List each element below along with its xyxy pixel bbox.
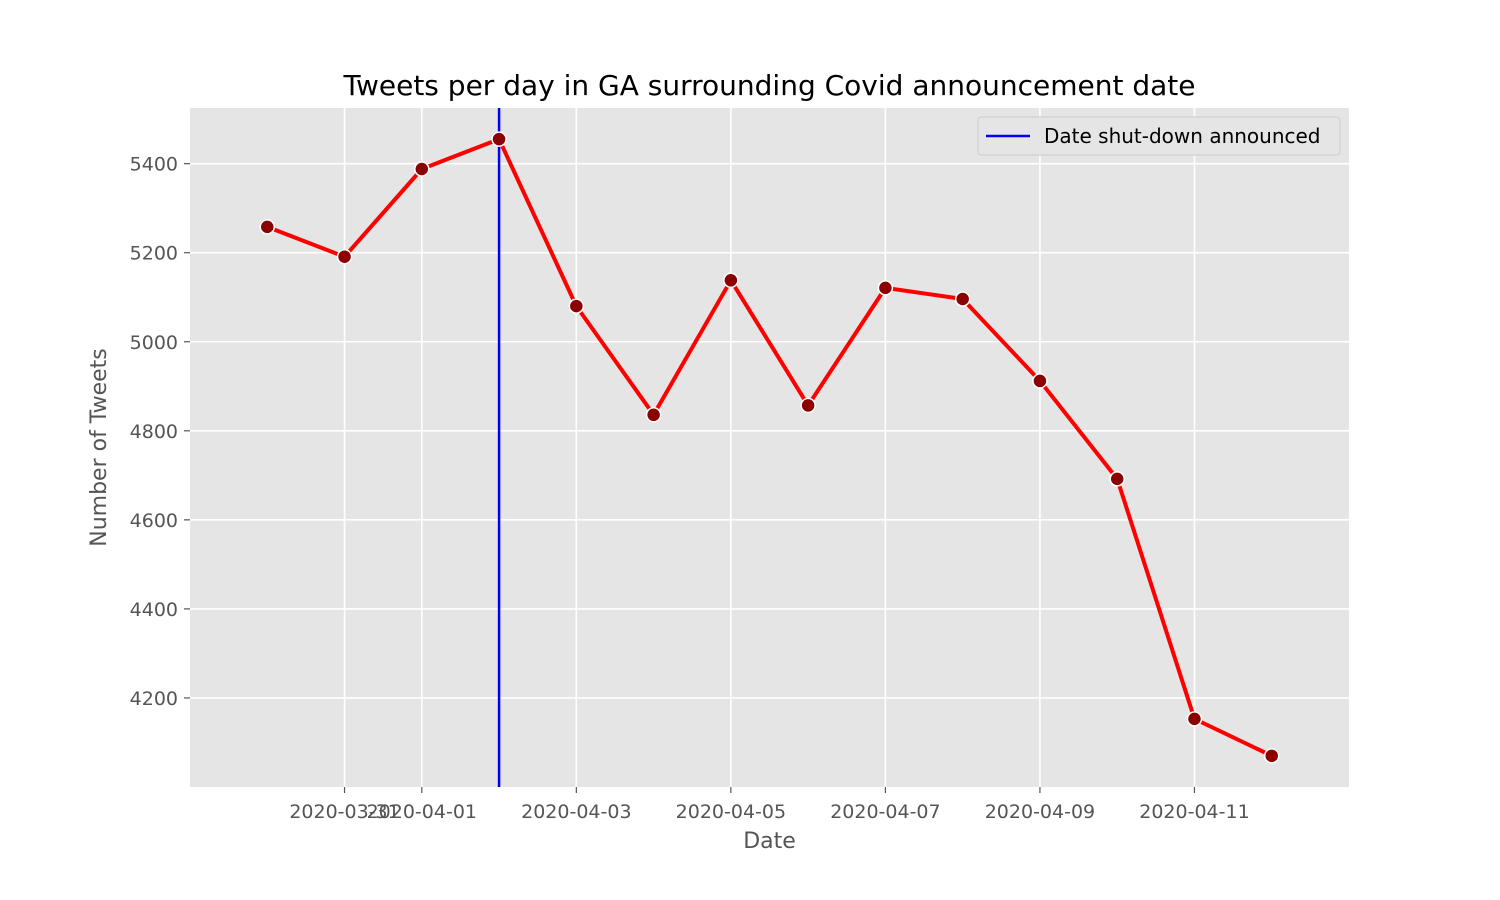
data-point bbox=[259, 219, 276, 235]
x-tick-label: 2020-04-05 bbox=[676, 801, 786, 823]
data-point bbox=[414, 161, 430, 177]
y-tick-label: 4600 bbox=[130, 510, 178, 532]
data-point bbox=[1032, 373, 1048, 389]
x-tick-label: 2020-04-09 bbox=[985, 801, 1095, 823]
legend-box bbox=[977, 116, 1341, 156]
legend: Date shut-down announced bbox=[977, 116, 1341, 156]
data-point bbox=[1263, 748, 1280, 764]
y-tick-label: 5000 bbox=[130, 332, 178, 354]
series-line bbox=[265, 137, 1274, 758]
data-point bbox=[491, 131, 507, 147]
y-tick-label: 5400 bbox=[130, 154, 178, 176]
x-axis-label: Date bbox=[743, 829, 796, 854]
data-point bbox=[645, 407, 662, 423]
data-point bbox=[1186, 711, 1203, 727]
y-axis-label: Number of Tweets bbox=[87, 348, 112, 547]
data-point bbox=[954, 291, 971, 307]
data-point bbox=[877, 280, 894, 296]
data-point bbox=[800, 397, 816, 414]
y-tick-label: 4200 bbox=[130, 688, 178, 710]
series-group bbox=[259, 131, 1280, 764]
data-point bbox=[336, 248, 353, 265]
legend-entry: Date shut-down announced bbox=[1044, 124, 1321, 148]
x-tick-label: 2020-04-01 bbox=[367, 801, 477, 823]
y-tick-label: 5200 bbox=[130, 243, 178, 265]
data-point bbox=[723, 272, 739, 289]
y-tick-label: 4800 bbox=[130, 421, 178, 443]
x-tick-label: 2020-04-07 bbox=[830, 801, 940, 823]
x-tick-label: 2020-03-31 bbox=[289, 801, 399, 823]
data-point bbox=[568, 298, 585, 314]
x-tick-label: 2020-04-11 bbox=[1139, 801, 1249, 823]
chart-title: Tweets per day in GA surrounding Covid a… bbox=[343, 69, 1196, 102]
y-tick-label: 4400 bbox=[130, 599, 178, 621]
x-tick-label: 2020-04-03 bbox=[521, 801, 631, 823]
ticks-group: 42004400460048005000520054002020-03-3120… bbox=[130, 154, 1250, 823]
plot-area bbox=[190, 108, 1349, 787]
data-point bbox=[1109, 471, 1125, 487]
